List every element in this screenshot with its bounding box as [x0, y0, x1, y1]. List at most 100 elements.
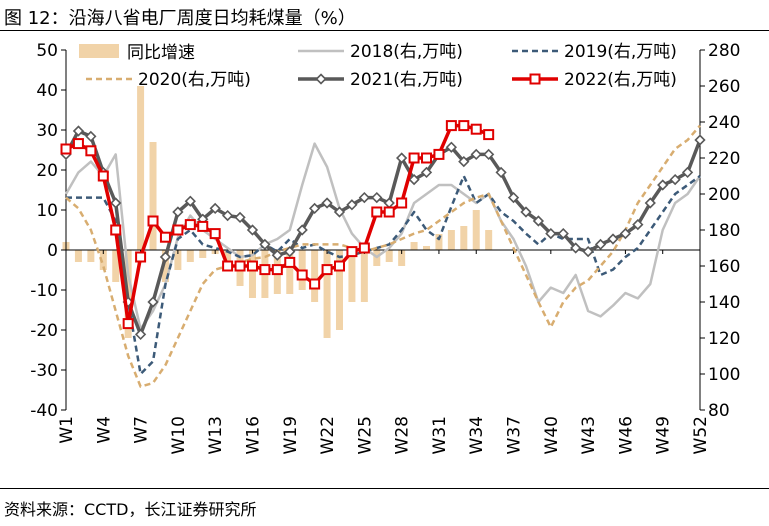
legend-label-2020: 2020(右,万吨) — [138, 70, 251, 90]
point-2022 — [222, 260, 234, 272]
right-tick-label: 160 — [708, 257, 740, 277]
point-2022 — [85, 145, 97, 157]
point-2021 — [134, 328, 147, 341]
x-tick-label: W19 — [281, 416, 301, 454]
point-2021 — [619, 227, 632, 240]
point-2022 — [97, 170, 109, 182]
point-2021 — [172, 206, 184, 218]
right-tick-label: 180 — [708, 221, 740, 241]
point-2021 — [445, 141, 458, 153]
point-2021 — [221, 209, 234, 222]
legend-label-bar: 同比增速 — [127, 43, 195, 63]
bar-yoy — [385, 250, 393, 262]
x-tick-label: W28 — [393, 416, 413, 454]
point-2022 — [458, 120, 470, 132]
left-tick-label: 40 — [36, 81, 58, 101]
x-tick-label: W25 — [355, 416, 375, 454]
bar-yoy — [99, 250, 107, 270]
point-2021 — [234, 211, 246, 224]
x-tick-label: W22 — [318, 416, 338, 454]
point-2022 — [383, 206, 395, 218]
bar-yoy — [161, 250, 169, 282]
point-2022 — [259, 264, 271, 276]
right-tick-label: 200 — [708, 185, 740, 205]
right-tick-label: 80 — [708, 401, 730, 421]
point-2021 — [570, 242, 582, 254]
bar-yoy — [423, 246, 431, 250]
point-2022 — [470, 123, 482, 135]
right-tick-label: 140 — [708, 293, 740, 313]
bars-layer — [62, 86, 493, 338]
point-2022 — [271, 264, 283, 276]
point-2022 — [246, 260, 258, 272]
x-tick-label: W16 — [243, 416, 263, 454]
point-2021 — [321, 197, 333, 209]
point-2021 — [582, 245, 594, 258]
point-2022 — [408, 152, 420, 164]
point-2021 — [458, 155, 470, 168]
point-2021 — [532, 215, 545, 227]
point-2022 — [333, 260, 345, 272]
point-2021 — [694, 134, 706, 146]
legend-label-2019: 2019(右,万吨) — [564, 42, 677, 62]
point-2022 — [309, 278, 321, 290]
left-tick-label: 0 — [47, 241, 58, 261]
bar-yoy — [410, 242, 418, 250]
point-2022 — [135, 251, 147, 263]
point-2021 — [147, 296, 159, 308]
right-tick-label: 260 — [708, 77, 740, 97]
point-2021 — [184, 195, 196, 207]
point-2021 — [594, 238, 607, 251]
point-2021 — [408, 173, 420, 186]
point-2022 — [60, 143, 72, 155]
legend-label-2018: 2018(右,万吨) — [350, 42, 463, 62]
series-line-2020 — [65, 124, 701, 388]
x-tick-label: W4 — [94, 416, 114, 444]
bar-yoy — [311, 250, 319, 302]
legend: 同比增速 2018(右,万吨) 2019(右,万吨) 2020(右,万吨) 2021(右… — [71, 42, 677, 90]
bar-yoy — [74, 250, 82, 262]
right-tick-label: 240 — [708, 113, 740, 133]
point-2022 — [209, 228, 221, 240]
right-tick-label: 280 — [708, 41, 740, 61]
bar-yoy — [149, 142, 157, 250]
point-2022 — [147, 215, 159, 227]
x-tick-label: W10 — [169, 416, 189, 454]
point-2021 — [607, 233, 619, 245]
point-2021 — [85, 130, 97, 143]
point-2022 — [371, 206, 383, 218]
point-2021 — [470, 148, 482, 161]
bar-yoy — [360, 250, 368, 302]
top-rule — [0, 30, 769, 31]
point-2022 — [421, 152, 433, 164]
chart-title: 图 12：沿海八省电厂周度日均耗煤量（%） — [4, 8, 356, 29]
x-tick-label: W43 — [579, 416, 599, 454]
legend-swatch-bar — [79, 44, 119, 58]
left-tick-label: 20 — [36, 161, 58, 181]
point-2021 — [159, 251, 172, 263]
point-2022 — [346, 246, 358, 258]
point-2021 — [483, 148, 495, 161]
legend-label-2022: 2022(右,万吨) — [564, 70, 677, 90]
point-2021 — [271, 249, 283, 261]
bar-yoy — [398, 250, 406, 266]
left-tick-label: -30 — [30, 361, 58, 381]
legend-marker-2022 — [529, 73, 541, 85]
bar-yoy — [472, 210, 480, 250]
left-tick-label: 50 — [36, 41, 58, 61]
x-tick-label: W37 — [505, 416, 525, 454]
bar-yoy — [112, 250, 120, 282]
point-2021 — [644, 197, 656, 209]
point-2021 — [420, 166, 433, 179]
bar-yoy — [224, 250, 232, 262]
point-2021 — [632, 218, 644, 231]
point-2021 — [246, 224, 259, 236]
point-2021 — [209, 202, 221, 215]
point-2021 — [296, 224, 308, 236]
point-2021 — [681, 166, 694, 179]
series-line-2019 — [66, 174, 701, 376]
bottom-rule — [0, 488, 769, 489]
point-2021 — [110, 197, 122, 209]
point-2021 — [657, 179, 669, 191]
